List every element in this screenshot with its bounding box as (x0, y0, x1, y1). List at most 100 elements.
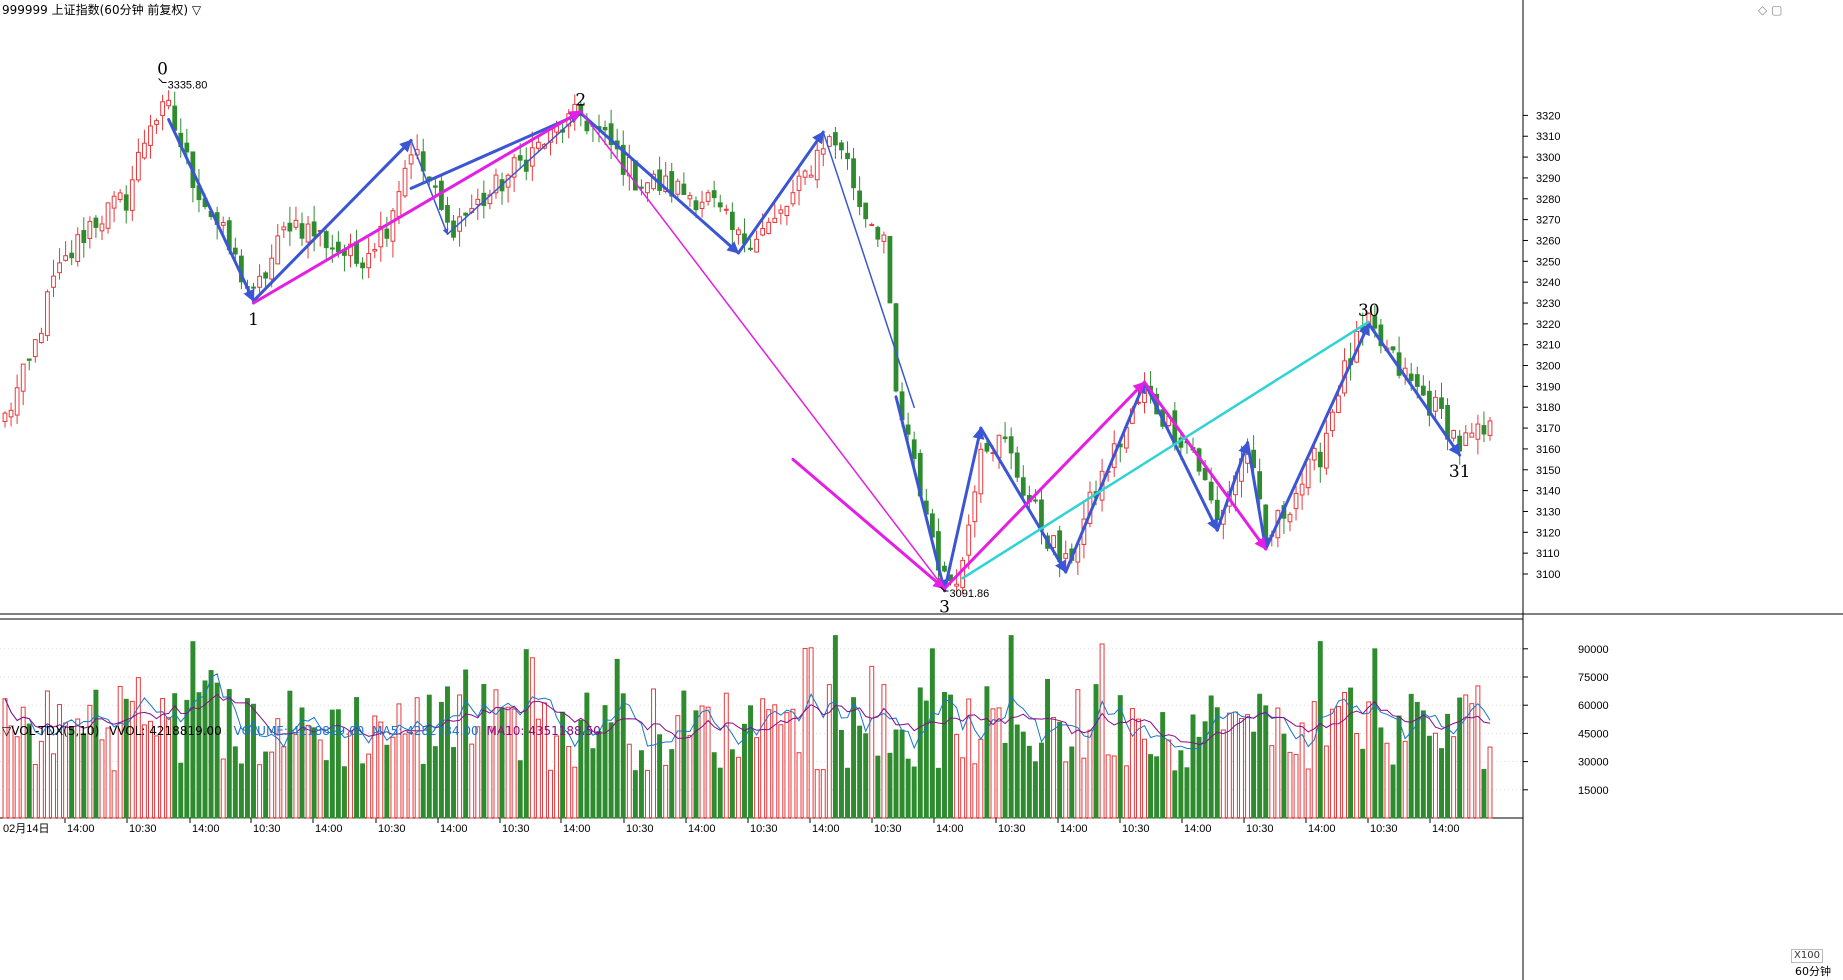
volume-bar (1232, 711, 1238, 819)
candle-body (38, 332, 44, 344)
volume-bar (299, 707, 305, 819)
price-tick-label: 3160 (1536, 444, 1560, 456)
volume-bar (681, 690, 687, 819)
candle-body (851, 158, 856, 189)
volume-bar (135, 677, 141, 819)
candle-body (105, 202, 111, 229)
volume-bar (790, 708, 796, 819)
volume-bar (1335, 705, 1341, 819)
candle-body (766, 221, 772, 234)
price-axis: 3100 3110 3120 3130 3140 3150 3160 3170 3180 3190… (1523, 110, 1560, 581)
volume-bar (972, 763, 978, 819)
candle-body (432, 185, 438, 188)
volume-bar (123, 698, 129, 819)
wave-line-blue (1215, 441, 1250, 532)
candle-body (693, 200, 699, 211)
ma5-label: MA5: 4282734.00 (372, 724, 479, 738)
volume-bar (929, 648, 935, 819)
volume-bar (69, 726, 75, 819)
volume-bar (820, 769, 826, 819)
toggle-icon[interactable]: ▽ (191, 3, 202, 17)
volume-bar (87, 704, 93, 819)
candle-body (142, 142, 147, 159)
price-tick-label: 3230 (1536, 298, 1560, 310)
wave-line-blue (822, 131, 915, 408)
pivot-label: 30 (1358, 301, 1380, 321)
price-tick-label: 3250 (1536, 256, 1560, 268)
volume-bar (966, 698, 972, 819)
volume-bar (160, 698, 166, 819)
volume-bar (432, 746, 438, 819)
volume-bar (99, 739, 105, 819)
wave-line-blue (894, 395, 948, 593)
candle-body (681, 183, 687, 195)
volume-bar (614, 658, 620, 819)
scale-label[interactable]: X100 (1791, 949, 1823, 963)
candle-body (57, 262, 62, 274)
candle-body (323, 231, 329, 249)
volume-bar (1075, 689, 1081, 819)
volume-bar (608, 722, 614, 819)
vvol-label: VVOL: 4218819.00 (109, 724, 222, 738)
candle-body (1039, 499, 1044, 531)
volume-bar (663, 764, 669, 819)
price-tick-label: 3130 (1536, 506, 1560, 518)
volume-bar (814, 769, 820, 819)
x-tick-label: 10:30 (1370, 823, 1398, 835)
candle-body (620, 144, 626, 175)
volume-bar (317, 739, 323, 819)
candle-body (396, 191, 402, 217)
volume-bar (38, 740, 44, 819)
candle-body (736, 229, 741, 236)
volume-bar (487, 726, 493, 819)
volume-bar (1087, 729, 1093, 819)
period-label[interactable]: 60分钟 (1795, 965, 1831, 978)
price-tick-label: 3240 (1536, 277, 1560, 289)
candle-body (257, 275, 262, 288)
volume-indicator-name[interactable]: ▽VOL-TDX(5,10) (2, 724, 100, 738)
candle-body (251, 286, 256, 289)
wave-line-cyan (961, 320, 1371, 580)
volume-bar (1457, 697, 1463, 819)
volume-bar (414, 697, 420, 819)
volume-bar (1263, 705, 1269, 819)
volume-bar (1214, 707, 1220, 819)
ma5-line (4, 673, 1491, 750)
diamond-icon[interactable]: ◇ (1758, 3, 1768, 17)
volume-bar (954, 733, 960, 819)
x-tick-label: 14:00 (440, 823, 468, 835)
candle-body (1463, 432, 1469, 446)
x-tick-label: 10:30 (1122, 823, 1150, 835)
price-tick-label: 3280 (1536, 194, 1560, 206)
volume-bar (1123, 765, 1129, 819)
volume-bar (838, 729, 844, 819)
wave-line-blue (446, 112, 582, 235)
volume-bar (1390, 764, 1396, 819)
price-tick-label: 3150 (1536, 465, 1560, 477)
volume-bar (190, 641, 196, 819)
volume-bar (1354, 733, 1360, 819)
volume-bar (863, 733, 869, 819)
volume-bar (341, 766, 347, 819)
candle-body (32, 339, 38, 358)
candle-body (348, 243, 353, 257)
volume-bar (1057, 721, 1063, 819)
volume-bar (8, 725, 14, 819)
volume-bar (469, 743, 475, 819)
annotation-pointer (940, 586, 949, 592)
volume-bar (602, 705, 608, 819)
price-tick-label: 3210 (1536, 340, 1560, 352)
restore-icon[interactable]: ▢ (1771, 3, 1783, 17)
volume-bar (1051, 716, 1057, 819)
volume-bar (948, 694, 954, 819)
wave-line-blue (942, 426, 985, 593)
volume-bar (1026, 745, 1032, 819)
volume-bar (651, 688, 657, 819)
volume-bar (238, 763, 244, 819)
volume-bar (354, 697, 360, 819)
volume-bar (905, 758, 911, 819)
volume-bar (875, 755, 881, 819)
volume-bar (1487, 746, 1493, 819)
volume-bar (184, 699, 190, 819)
